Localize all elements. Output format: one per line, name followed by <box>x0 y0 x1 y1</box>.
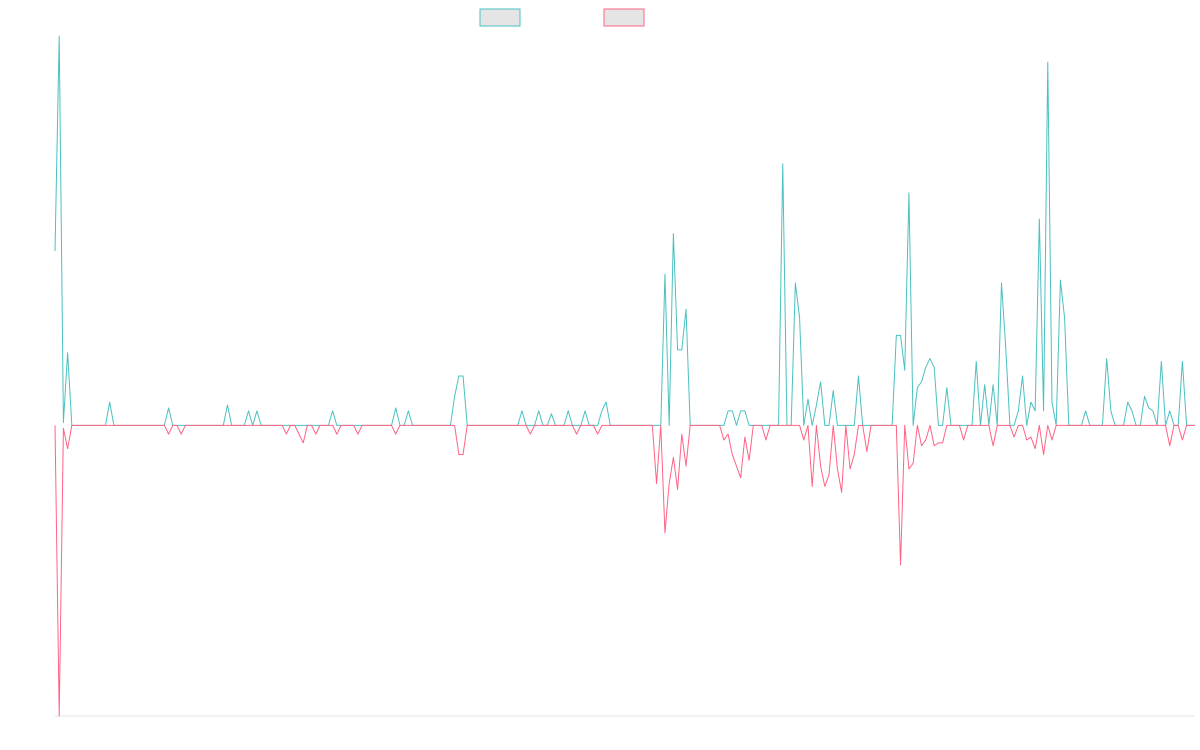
series-layer <box>54 35 1195 717</box>
legend <box>479 8 645 27</box>
legend-swatch-2[interactable] <box>603 8 645 27</box>
series-line-1 <box>54 35 1195 426</box>
series-line-2 <box>54 424 1195 717</box>
legend-swatch-1[interactable] <box>479 8 521 27</box>
